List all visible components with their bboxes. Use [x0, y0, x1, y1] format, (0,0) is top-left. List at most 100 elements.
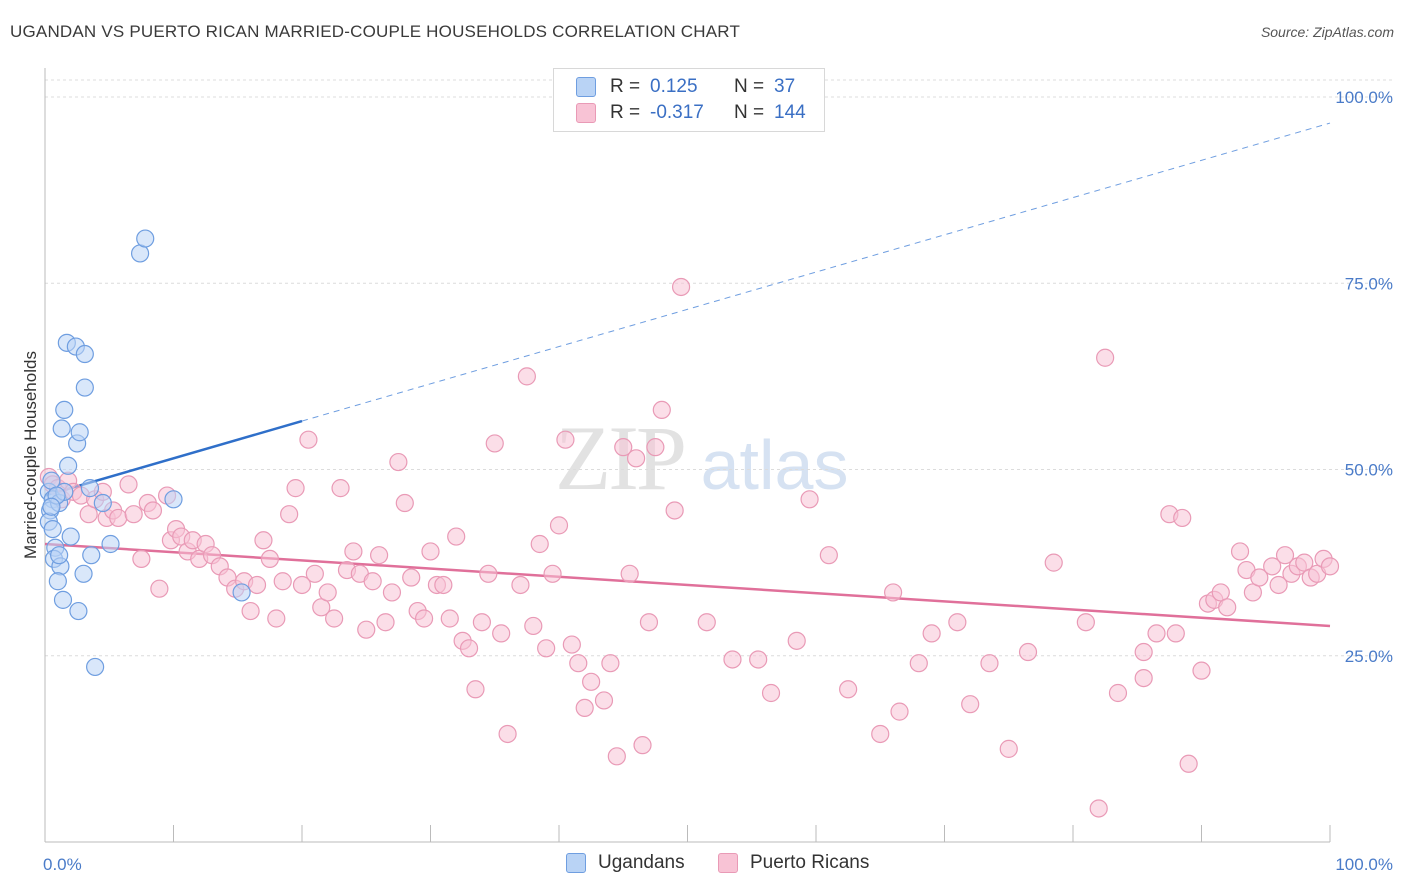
y-tick-label: 75.0% [1345, 274, 1393, 293]
point-puerto-ricans [1320, 557, 1340, 576]
point-puerto-ricans [498, 724, 517, 744]
point-puerto-ricans [800, 490, 819, 509]
y-tick-label: 100.0% [1335, 88, 1393, 107]
point-puerto-ricans [601, 654, 620, 673]
watermark-atlas: atlas [700, 426, 849, 504]
source-label: Source: ZipAtlas.com [1260, 24, 1394, 40]
chart-title: UGANDAN VS PUERTO RICAN MARRIED-COUPLE H… [10, 22, 741, 41]
point-ugandans [69, 601, 88, 621]
point-puerto-ricans [980, 654, 999, 673]
point-puerto-ricans [1108, 683, 1128, 703]
point-puerto-ricans [370, 546, 389, 565]
point-puerto-ricans [479, 564, 498, 583]
point-puerto-ricans [318, 583, 337, 602]
point-puerto-ricans [344, 542, 363, 561]
point-puerto-ricans [376, 613, 395, 632]
series-swatch-puerto-ricans [718, 853, 738, 873]
point-ugandans [93, 493, 112, 513]
point-ugandans [50, 546, 69, 565]
point-ugandans [232, 583, 251, 602]
trend-line-puerto-ricans [44, 542, 1331, 628]
point-puerto-ricans [961, 695, 980, 714]
point-puerto-ricans [575, 698, 594, 718]
point-puerto-ricans [652, 400, 671, 419]
legend-swatch-puerto-ricans [576, 103, 596, 123]
point-puerto-ricans [839, 680, 858, 699]
point-puerto-ricans [1230, 542, 1250, 561]
point-ugandans [80, 479, 100, 498]
point-ugandans [55, 400, 74, 419]
point-puerto-ricans [883, 583, 903, 602]
point-ugandans [164, 490, 183, 509]
point-puerto-ricans [273, 572, 292, 591]
point-puerto-ricans [517, 367, 536, 386]
point-puerto-ricans [761, 683, 781, 703]
point-puerto-ricans [402, 568, 421, 587]
series-swatch-ugandans [566, 853, 586, 873]
point-puerto-ricans [286, 479, 305, 498]
point-puerto-ricans [607, 747, 626, 766]
point-ugandans [53, 590, 73, 609]
point-ugandans [42, 497, 61, 516]
point-puerto-ricans [434, 575, 453, 595]
point-puerto-ricans [1089, 799, 1108, 818]
x-tick-label: 0.0% [43, 855, 82, 874]
point-puerto-ricans [292, 575, 312, 595]
point-puerto-ricans [331, 479, 350, 498]
point-ugandans [52, 419, 71, 438]
x-tick-label: 100.0% [1335, 855, 1393, 874]
legend-r-value: -0.317 [650, 102, 704, 123]
legend-n-label: N = [734, 102, 765, 123]
point-puerto-ricans [414, 609, 434, 628]
point-puerto-ricans [1218, 598, 1237, 617]
series-legend-ugandans[interactable]: Ugandans [566, 852, 685, 874]
point-puerto-ricans [556, 430, 575, 449]
data-points [39, 229, 1340, 818]
point-puerto-ricans [150, 579, 169, 598]
point-puerto-ricans [241, 601, 260, 621]
legend-swatch-ugandans [576, 77, 596, 97]
point-puerto-ricans [143, 501, 163, 520]
point-puerto-ricans [948, 613, 967, 632]
series-legend-puerto-ricans[interactable]: Puerto Ricans [718, 852, 869, 874]
point-puerto-ricans [639, 613, 659, 632]
legend-row-ugandans: R = 0.125 N = 37 [576, 75, 795, 99]
point-ugandans [70, 423, 89, 442]
point-puerto-ricans [119, 475, 138, 494]
point-puerto-ricans [511, 575, 530, 595]
point-puerto-ricans [697, 613, 716, 632]
point-puerto-ricans [671, 277, 691, 297]
point-puerto-ricans [485, 434, 504, 453]
y-tick-label: 25.0% [1345, 647, 1393, 666]
point-puerto-ricans [819, 546, 838, 565]
point-puerto-ricans [459, 639, 479, 658]
point-puerto-ricans [723, 650, 742, 669]
point-puerto-ricans [909, 654, 928, 673]
grid-lines [45, 79, 1392, 657]
point-puerto-ricans [633, 736, 652, 755]
point-puerto-ricans [363, 572, 382, 591]
point-puerto-ricans [614, 438, 633, 457]
point-puerto-ricans [1250, 568, 1269, 587]
series-legend: Ugandans Puerto Ricans [0, 852, 1406, 878]
axes [44, 68, 1331, 843]
point-puerto-ricans [492, 624, 511, 643]
point-puerto-ricans [1018, 642, 1038, 662]
legend-n-value: 37 [774, 76, 796, 97]
point-puerto-ricans [787, 631, 806, 650]
point-ugandans [74, 564, 93, 583]
watermark: ZIP atlas [555, 405, 848, 511]
point-puerto-ricans [582, 672, 601, 691]
point-puerto-ricans [922, 624, 941, 643]
point-ugandans [75, 378, 94, 397]
point-puerto-ricans [305, 564, 324, 583]
y-axis-label: Married-couple Households [21, 351, 40, 559]
point-puerto-ricans [421, 542, 440, 561]
point-puerto-ricans [1275, 546, 1295, 565]
series-label-ugandans: Ugandans [598, 852, 685, 873]
point-puerto-ricans [1044, 553, 1063, 572]
point-puerto-ricans [280, 505, 299, 524]
point-puerto-ricans [999, 739, 1018, 758]
point-puerto-ricans [247, 575, 267, 595]
